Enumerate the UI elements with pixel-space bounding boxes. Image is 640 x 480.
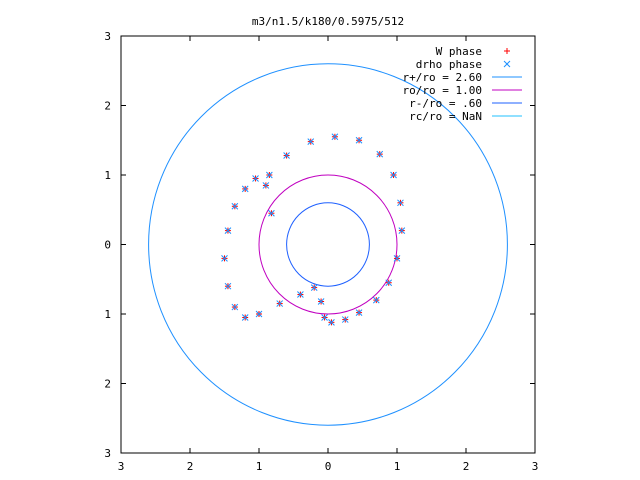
- legend-marker-plus: [504, 48, 510, 54]
- drho-phase-point: [393, 255, 401, 262]
- drho-phase-point: [241, 314, 249, 321]
- x-tick-label: 2: [463, 460, 470, 473]
- drho-phase-point: [252, 175, 259, 182]
- reference-circle: [286, 202, 370, 287]
- y-tick-label: 1: [104, 308, 111, 321]
- drho-phase-point: [231, 303, 239, 311]
- legend-label: rc/ro = NaN: [409, 110, 482, 123]
- phase-points: [221, 133, 406, 326]
- drho-phase-point: [376, 150, 384, 158]
- drho-phase-point: [265, 171, 273, 179]
- drho-phase-point: [341, 316, 349, 323]
- drho-phase-point: [385, 279, 393, 287]
- legend-marker-x: [503, 60, 511, 68]
- drho-phase-point: [355, 309, 363, 316]
- drho-phase-point: [262, 182, 270, 189]
- y-tick-label: 3: [104, 30, 111, 43]
- drho-phase-point: [398, 227, 406, 234]
- y-tick-label: 0: [104, 239, 111, 252]
- drho-phase-point: [307, 138, 315, 145]
- x-tick-label: 2: [187, 460, 194, 473]
- drho-phase-point: [241, 185, 249, 193]
- drho-phase-point: [355, 136, 363, 144]
- drho-phase-point: [321, 314, 328, 321]
- legend-label: W phase: [436, 45, 482, 58]
- chart-title: m3/n1.5/k180/0.5975/512: [252, 15, 404, 28]
- x-tick-label: 3: [118, 460, 125, 473]
- y-tick-label: 2: [104, 378, 111, 391]
- drho-phase-point: [390, 171, 397, 179]
- x-tick-label: 1: [394, 460, 401, 473]
- drho-phase-point: [231, 202, 239, 210]
- legend-label: r+/ro = 2.60: [403, 71, 482, 84]
- drho-phase-point: [221, 255, 228, 262]
- drho-phase-point: [372, 296, 380, 304]
- y-tick-label: 2: [104, 100, 111, 113]
- drho-phase-point: [224, 282, 232, 290]
- y-tick-label: 1: [104, 169, 111, 182]
- reference-circle: [258, 174, 398, 315]
- drho-phase-point: [397, 199, 404, 207]
- drho-phase-point: [297, 291, 304, 298]
- legend-label: r-/ro = .60: [409, 97, 482, 110]
- drho-phase-point: [310, 284, 318, 291]
- drho-phase-point: [255, 310, 263, 318]
- reference-circle: [148, 63, 508, 426]
- drho-phase-point: [224, 227, 232, 234]
- drho-phase-point: [328, 318, 335, 326]
- x-tick-label: 0: [325, 460, 332, 473]
- drho-phase-point: [268, 209, 275, 217]
- drho-phase-point: [276, 300, 284, 307]
- drho-phase-point: [331, 133, 339, 141]
- legend-label: ro/ro = 1.00: [403, 84, 482, 97]
- legend-label: drho phase: [416, 58, 482, 71]
- drho-phase-point: [283, 152, 290, 159]
- x-tick-label: 3: [532, 460, 539, 473]
- y-tick-label: 3: [104, 447, 111, 460]
- x-tick-label: 1: [256, 460, 263, 473]
- drho-phase-point: [317, 298, 325, 305]
- reference-circles: [148, 63, 508, 426]
